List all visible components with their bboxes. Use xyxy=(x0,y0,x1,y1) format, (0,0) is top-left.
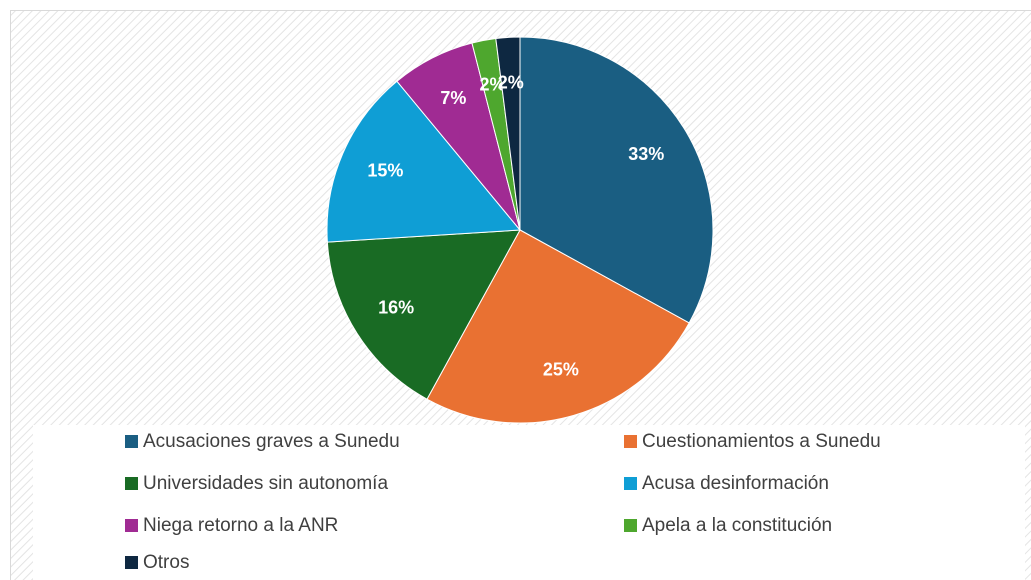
pie-slice xyxy=(326,80,522,243)
legend-label: Niega retorno a la ANR xyxy=(143,515,338,536)
legend-swatch xyxy=(125,435,138,448)
legend-label: Otros xyxy=(143,552,189,573)
legend-swatch xyxy=(125,556,138,569)
data-label: 25% xyxy=(543,360,579,380)
legend-swatch xyxy=(624,435,637,448)
legend-label: Acusa desinformación xyxy=(642,473,829,494)
legend-swatch xyxy=(125,519,138,532)
pie: 33% 25% 16% 15% 7% 2%2% xyxy=(326,36,714,424)
pie-slice xyxy=(495,36,521,231)
legend-label: Universidades sin autonomía xyxy=(143,473,388,494)
legend-label: Apela a la constitución xyxy=(642,515,832,536)
pie-slice xyxy=(326,229,521,400)
pie-slice xyxy=(426,229,690,424)
legend: Acusaciones graves a Sunedu Cuestionamien… xyxy=(125,431,881,573)
legend-swatch xyxy=(125,477,138,490)
data-label: 2% xyxy=(498,72,524,92)
legend-label: Cuestionamientos a Sunedu xyxy=(642,431,881,452)
pie-slice xyxy=(519,36,714,324)
data-label: 2% xyxy=(480,75,506,95)
legend-background xyxy=(33,425,1025,580)
legend-label: Acusaciones graves a Sunedu xyxy=(143,431,400,452)
legend-swatch xyxy=(624,477,637,490)
data-label: 16% xyxy=(378,297,414,317)
data-label: 33% xyxy=(628,144,664,164)
legend-swatch xyxy=(624,519,637,532)
data-label: 7% xyxy=(440,88,466,108)
data-label: 15% xyxy=(367,160,403,180)
